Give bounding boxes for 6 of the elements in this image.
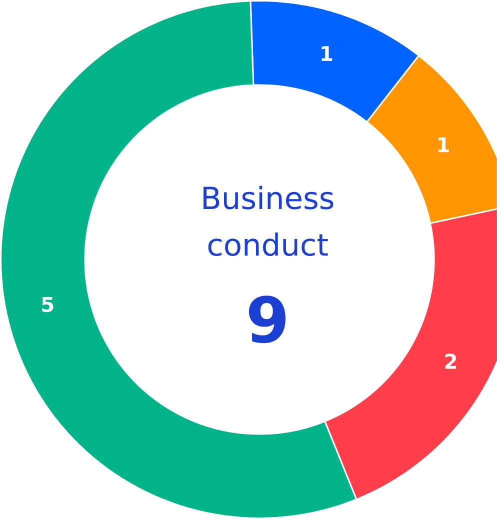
data-label: 1 <box>438 137 449 152</box>
data-label: 2 <box>445 354 456 369</box>
text: 9 <box>249 296 286 344</box>
text: Business conduct <box>204 186 334 256</box>
data-label: 1 <box>322 46 332 61</box>
data-label: 5 <box>42 297 54 312</box>
